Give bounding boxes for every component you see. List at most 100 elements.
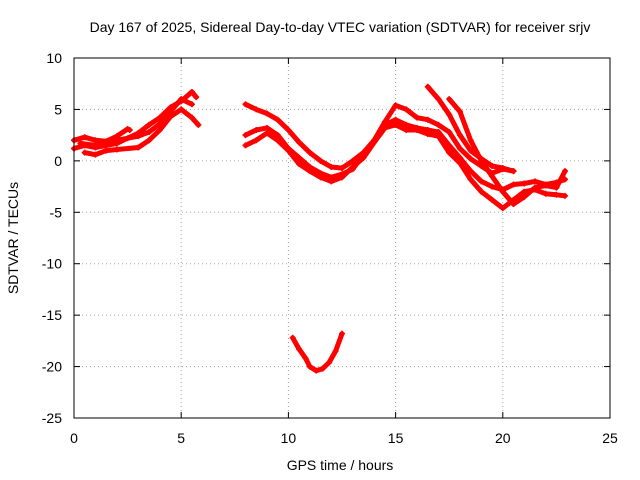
data-point (446, 96, 453, 103)
data-point (306, 168, 313, 175)
x-tick-label: 20 (495, 430, 511, 446)
y-tick-label: 0 (54, 153, 62, 169)
data-point (178, 96, 185, 103)
data-point (531, 178, 538, 185)
x-tick-label: 15 (388, 430, 404, 446)
data-point (339, 165, 345, 172)
data-point (424, 131, 431, 138)
y-tick-label: -25 (42, 410, 62, 426)
data-point (510, 181, 517, 188)
data-point (435, 133, 442, 140)
data-point (478, 188, 485, 195)
data-point (274, 116, 281, 123)
data-point (403, 121, 410, 128)
data-point (302, 355, 309, 362)
data-point (242, 101, 249, 108)
data-point (446, 111, 453, 118)
data-point (313, 367, 320, 374)
data-point (456, 145, 463, 152)
data-point (188, 101, 195, 108)
y-tick-label: -5 (50, 204, 63, 220)
data-point (339, 330, 345, 337)
data-point (328, 164, 335, 171)
x-axis: 0 5 10 15 20 25 (70, 58, 618, 446)
data-point (113, 137, 120, 144)
y-tick-label: -10 (42, 256, 62, 272)
data-point (296, 346, 303, 353)
y-tick-label: 5 (54, 101, 62, 117)
data-point (274, 137, 281, 144)
data-point (392, 121, 399, 128)
grid (74, 58, 610, 418)
data-point (92, 151, 99, 158)
data-point (467, 137, 474, 144)
data-point (296, 139, 303, 146)
data-point (253, 127, 260, 133)
data-point (553, 184, 560, 191)
data-point (263, 110, 270, 117)
data-point (195, 121, 202, 128)
y-tick-label: 10 (46, 50, 62, 66)
series-track-h (424, 83, 517, 175)
data-point (499, 205, 506, 212)
data-point (167, 108, 174, 115)
data-point (306, 149, 313, 156)
data-point (467, 176, 474, 183)
data-point (531, 184, 538, 191)
data-point (542, 182, 549, 189)
data-point (435, 96, 442, 103)
data-point (510, 201, 517, 208)
y-axis-label: SDTVAR / TECUs (5, 182, 21, 294)
data-point (328, 178, 335, 185)
data-point (77, 140, 84, 147)
x-tick-label: 0 (70, 430, 78, 446)
series-track-c (81, 106, 202, 158)
data-point (188, 114, 195, 121)
series-track-g (242, 121, 568, 212)
data-point (92, 137, 99, 144)
data-point (103, 147, 110, 154)
data-point (424, 116, 431, 123)
x-tick-label: 5 (177, 430, 185, 446)
data-point (371, 139, 378, 146)
data-point (446, 149, 453, 156)
data-point (326, 359, 333, 366)
data-point (274, 132, 281, 139)
data-point (456, 108, 463, 115)
data-point (317, 174, 324, 181)
data-point (135, 144, 142, 151)
data-point (542, 190, 549, 197)
x-tick-label: 10 (281, 430, 297, 446)
data-point (178, 106, 185, 113)
y-tick-label: -15 (42, 307, 62, 323)
data-point (435, 121, 442, 128)
data-point (561, 192, 568, 199)
data-point (332, 348, 339, 355)
plot-area (71, 83, 568, 374)
data-point (403, 106, 410, 113)
y-axis: 10 5 0 -5 -10 -15 -20 -25 (42, 50, 610, 426)
data-point (135, 133, 142, 140)
data-point (349, 164, 356, 171)
data-point (285, 127, 292, 133)
data-point (392, 102, 399, 109)
data-point (489, 183, 496, 190)
data-point (381, 124, 388, 131)
data-point (403, 127, 410, 133)
data-point (263, 130, 270, 137)
data-point (446, 129, 453, 136)
data-point (521, 193, 528, 200)
x-tick-label: 25 (602, 430, 618, 446)
data-point (521, 180, 528, 187)
data-point (146, 121, 153, 128)
data-point (81, 149, 88, 156)
data-point (253, 106, 260, 113)
data-point (489, 163, 496, 169)
plot-border (73, 57, 611, 419)
data-point (478, 178, 485, 185)
data-point (499, 188, 506, 195)
data-point (478, 157, 485, 164)
data-point (306, 363, 313, 370)
data-point (414, 114, 421, 121)
